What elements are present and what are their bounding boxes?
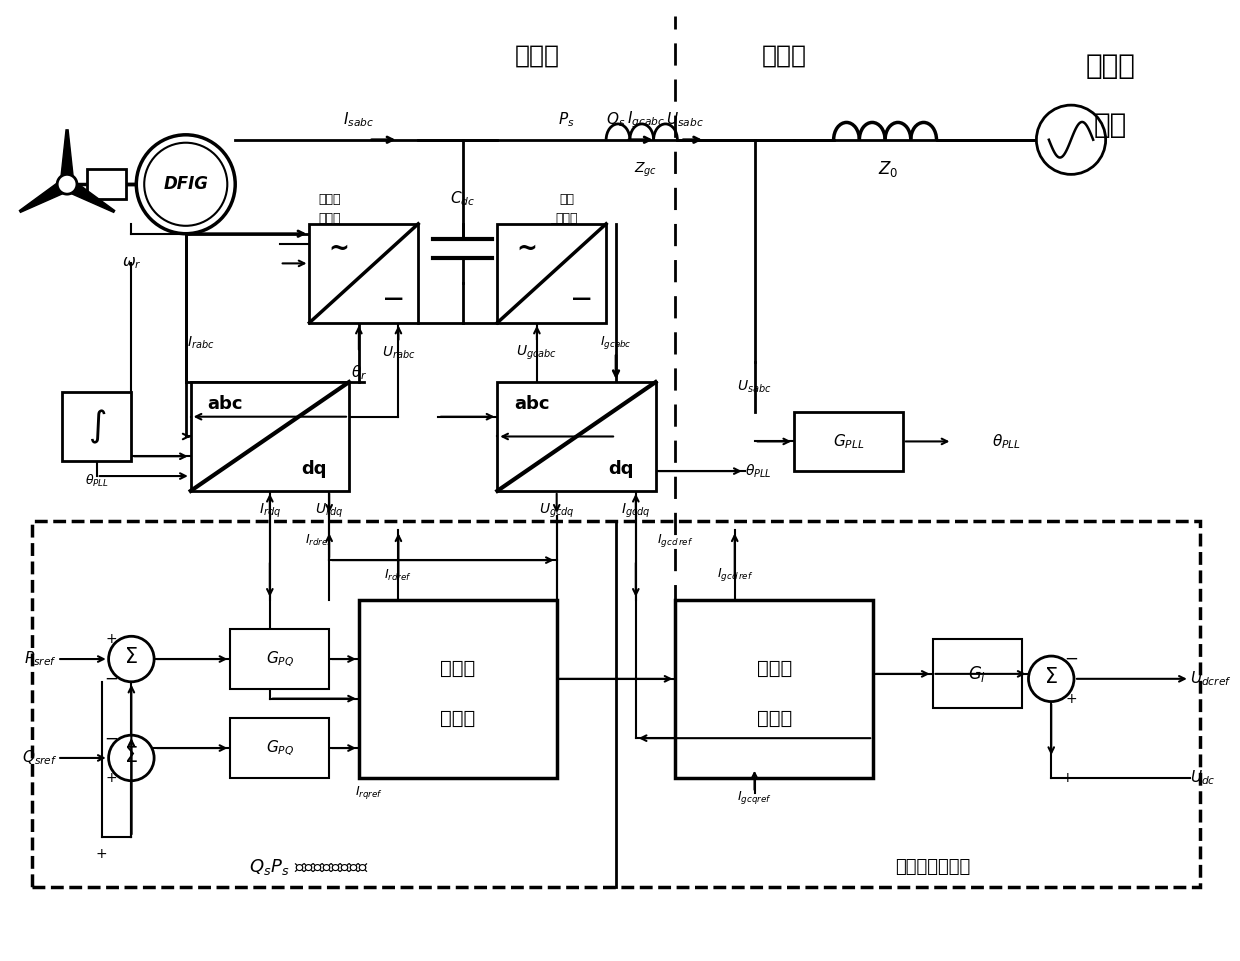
Polygon shape <box>63 178 115 212</box>
Text: 电流内: 电流内 <box>440 659 475 678</box>
Bar <box>191 382 348 491</box>
Text: $Z_{gc}$: $Z_{gc}$ <box>634 160 657 179</box>
Bar <box>497 382 656 491</box>
Circle shape <box>1028 656 1074 702</box>
Bar <box>676 600 873 777</box>
Text: $I_{rabc}$: $I_{rabc}$ <box>187 334 215 351</box>
Text: abc: abc <box>515 395 549 413</box>
Text: +: + <box>1065 692 1076 705</box>
Polygon shape <box>61 130 74 185</box>
Text: $U_{gcabc}$: $U_{gcabc}$ <box>516 343 558 361</box>
Text: $I_{sabc}$: $I_{sabc}$ <box>343 111 374 130</box>
Text: +: + <box>105 632 118 646</box>
Text: $I_{gcd\,ref}$: $I_{gcd\,ref}$ <box>717 566 753 583</box>
Circle shape <box>144 143 227 226</box>
Bar <box>231 629 329 689</box>
Text: $\theta_{PLL}$: $\theta_{PLL}$ <box>744 462 771 480</box>
Text: $U_{sabc}$: $U_{sabc}$ <box>738 379 771 395</box>
Text: $\omega_r$: $\omega_r$ <box>122 256 141 271</box>
Text: DFIG: DFIG <box>164 175 208 193</box>
Bar <box>358 600 557 777</box>
Text: abc: abc <box>207 395 243 413</box>
Text: 电网侧: 电网侧 <box>761 43 807 67</box>
Text: −: − <box>104 729 119 747</box>
Text: $\theta_{PLL}$: $\theta_{PLL}$ <box>992 432 1021 451</box>
Text: 环控制: 环控制 <box>756 709 792 727</box>
Text: $P_s$: $P_s$ <box>558 111 575 130</box>
Text: ~: ~ <box>329 236 350 260</box>
Text: —: — <box>384 288 403 308</box>
Text: $I_{gcd\,ref}$: $I_{gcd\,ref}$ <box>657 531 693 549</box>
Text: 变流器: 变流器 <box>556 212 578 226</box>
Bar <box>231 719 329 777</box>
Text: $\int$: $\int$ <box>88 407 105 446</box>
Text: 系统: 系统 <box>1094 111 1127 139</box>
Text: $G_{PQ}$: $G_{PQ}$ <box>265 738 294 757</box>
Text: $Z_0$: $Z_0$ <box>878 160 898 180</box>
Text: $U_{rdq}$: $U_{rdq}$ <box>315 502 343 520</box>
Text: $I_{rdq}$: $I_{rdq}$ <box>259 502 281 520</box>
Text: $U_{dcref}$: $U_{dcref}$ <box>1189 670 1231 688</box>
Text: 环控制: 环控制 <box>440 709 475 727</box>
Text: $U_{rabc}$: $U_{rabc}$ <box>382 344 415 360</box>
Bar <box>87 169 126 199</box>
Text: +: + <box>105 771 118 785</box>
Text: $G_i$: $G_i$ <box>968 664 986 684</box>
Text: +: + <box>95 847 108 861</box>
Text: ~: ~ <box>517 236 537 260</box>
Text: $\Sigma$: $\Sigma$ <box>124 647 138 667</box>
Text: dq: dq <box>301 460 327 479</box>
Text: $\Sigma$: $\Sigma$ <box>124 746 138 766</box>
Text: 无穷大: 无穷大 <box>1086 52 1136 80</box>
Text: $I_{rdref}$: $I_{rdref}$ <box>384 567 413 582</box>
Text: $P_{sref}$: $P_{sref}$ <box>25 650 57 669</box>
Circle shape <box>109 636 154 681</box>
Text: $\Sigma$: $\Sigma$ <box>1044 667 1058 687</box>
Text: 转子侧: 转子侧 <box>317 192 341 206</box>
Text: $I_{gcabc}$: $I_{gcabc}$ <box>626 110 665 131</box>
Text: 电流内: 电流内 <box>756 659 792 678</box>
Text: −: − <box>1064 650 1078 668</box>
Bar <box>310 224 418 323</box>
Text: $I_{rdref}$: $I_{rdref}$ <box>305 532 334 548</box>
Text: $G_{PLL}$: $G_{PLL}$ <box>833 432 864 451</box>
Circle shape <box>57 174 77 194</box>
Text: −: − <box>104 670 119 688</box>
Text: 网侧: 网侧 <box>559 192 574 206</box>
Circle shape <box>109 735 154 780</box>
Text: —: — <box>572 288 591 308</box>
Bar <box>932 639 1022 708</box>
Text: $C_{dc}$: $C_{dc}$ <box>450 189 475 209</box>
Bar <box>794 411 903 471</box>
Bar <box>497 224 606 323</box>
Polygon shape <box>20 178 71 212</box>
Text: $\theta_r$: $\theta_r$ <box>351 363 367 382</box>
Text: $Q_{sref}$: $Q_{sref}$ <box>21 749 57 767</box>
Text: $I_{gcdq}$: $I_{gcdq}$ <box>621 502 651 520</box>
Text: 设备侧: 设备侧 <box>515 43 559 67</box>
Circle shape <box>1037 105 1106 174</box>
Bar <box>32 521 1199 887</box>
Text: $I_{gcqref}$: $I_{gcqref}$ <box>737 789 771 806</box>
Text: dq: dq <box>609 460 634 479</box>
Text: $\theta_{PLL}$: $\theta_{PLL}$ <box>84 473 109 489</box>
Text: 网侧变流器控制: 网侧变流器控制 <box>895 858 970 875</box>
Bar <box>62 392 131 461</box>
Text: $I_{rqref}$: $I_{rqref}$ <box>355 784 383 801</box>
Text: $U_{sabc}$: $U_{sabc}$ <box>666 111 704 130</box>
Text: $Q_s$: $Q_s$ <box>606 111 626 130</box>
Text: +: + <box>1061 771 1073 785</box>
Circle shape <box>136 135 236 234</box>
Text: $G_{PQ}$: $G_{PQ}$ <box>265 650 294 669</box>
Text: $U_{dc}$: $U_{dc}$ <box>1189 769 1215 787</box>
Text: $Q_s P_s$ 转子侧变流器控制: $Q_s P_s$ 转子侧变流器控制 <box>249 857 370 876</box>
Text: 变流器: 变流器 <box>317 212 341 226</box>
Text: $I_{gcabc}$: $I_{gcabc}$ <box>600 334 632 351</box>
Text: $U_{gcdq}$: $U_{gcdq}$ <box>539 502 574 520</box>
